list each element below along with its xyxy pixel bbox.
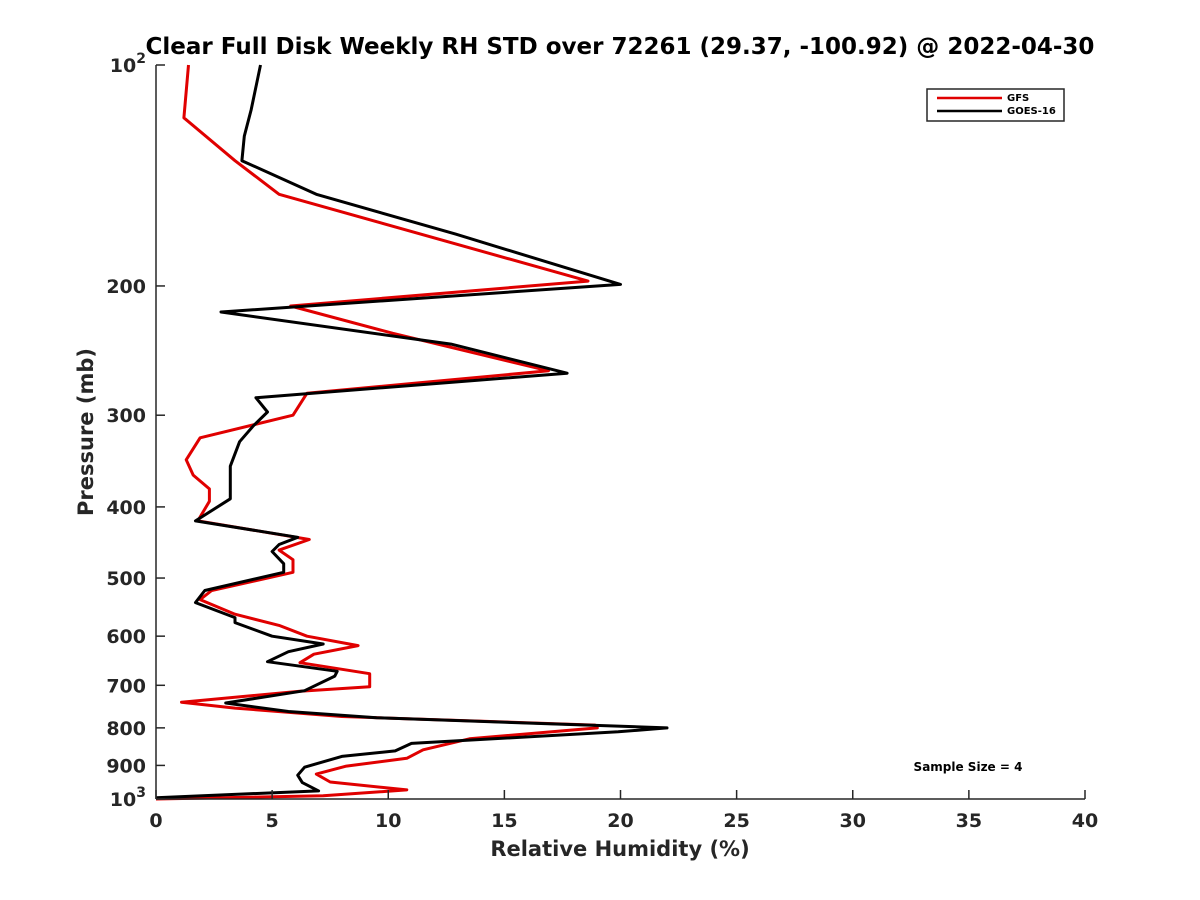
y-tick-label: 800 <box>106 718 146 740</box>
x-axis-ticks: 0 5 10 15 20 25 30 35 40 <box>149 790 1098 832</box>
y-tick-label-exponent: 2 <box>136 51 146 67</box>
x-tick-label: 35 <box>956 810 982 832</box>
x-tick-label: 40 <box>1072 810 1098 832</box>
y-tick-label: 300 <box>106 405 146 427</box>
x-tick-label: 25 <box>723 810 749 832</box>
legend: GFS GOES-16 <box>926 88 1065 122</box>
x-tick-label: 20 <box>607 810 633 832</box>
y-tick-label: 200 <box>106 276 146 298</box>
legend-label-gfs: GFS <box>1007 93 1029 104</box>
series-group <box>155 64 669 801</box>
plot-area: 0 5 10 15 20 25 30 35 40 10220030040050060070080… <box>106 51 1098 832</box>
y-tick-label: 500 <box>106 568 146 590</box>
legend-label-goes16: GOES-16 <box>1007 106 1056 117</box>
y-tick-label-power: 103 <box>110 785 146 811</box>
x-tick-label: 10 <box>375 810 401 832</box>
y-tick-label: 400 <box>106 497 146 519</box>
series-line-gfs <box>155 64 599 801</box>
y-tick-label-exponent: 3 <box>136 785 146 801</box>
y-tick-label: 700 <box>106 675 146 697</box>
y-tick-label: 600 <box>106 626 146 648</box>
x-tick-label: 15 <box>491 810 517 832</box>
x-axis-label: Relative Humidity (%) <box>490 837 749 861</box>
x-tick-label: 5 <box>266 810 279 832</box>
y-tick-label-base: 10 <box>110 55 136 77</box>
y-tick-label-power: 102 <box>110 51 146 77</box>
y-axis-label: Pressure (mb) <box>74 348 98 516</box>
chart-title: Clear Full Disk Weekly RH STD over 72261… <box>146 34 1095 60</box>
x-tick-label: 30 <box>840 810 866 832</box>
y-tick-label: 900 <box>106 755 146 777</box>
sample-size-annotation: Sample Size = 4 <box>914 760 1023 774</box>
x-tick-label: 0 <box>149 810 162 832</box>
y-tick-label-base: 10 <box>110 789 136 811</box>
plot-background <box>156 65 1085 799</box>
legend-box <box>926 88 1065 122</box>
series-line-goes16 <box>155 64 669 800</box>
